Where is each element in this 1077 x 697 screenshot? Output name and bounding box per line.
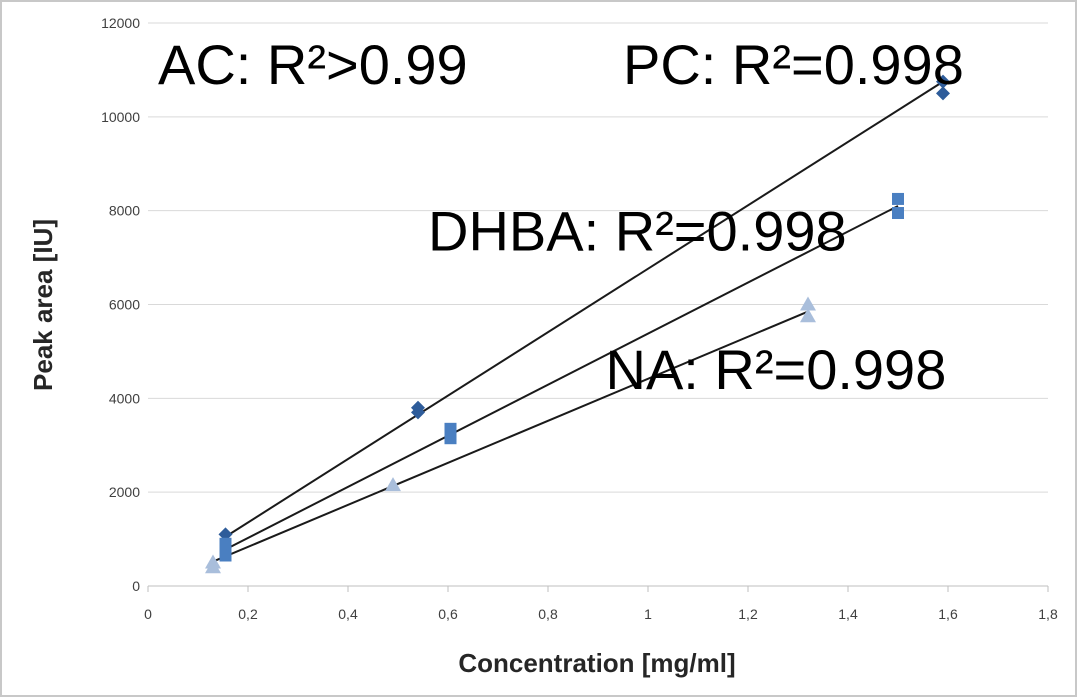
data-point-series-1 [411, 405, 425, 420]
grid-layer [148, 22, 1048, 493]
x-axis-title: Concentration [mg/ml] [458, 648, 735, 678]
data-point-series-3 [385, 477, 401, 492]
fit-lines [212, 80, 944, 563]
x-tick-label: 1,4 [838, 606, 858, 622]
annotations: AC: R²>0.99 PC: R²=0.998 DHBA: R²=0.998 NA:… [158, 33, 964, 401]
fit-line-3 [212, 310, 809, 563]
axis-layer: 0 2000 4000 6000 8000 10000 12000 0 0,2 0,4 0,6 0,8… [101, 15, 1058, 622]
data-point-series-2 [219, 549, 232, 562]
r-squared-annotation: DHBA: R²=0.998 [428, 200, 847, 263]
x-tick-label: 0,4 [338, 606, 358, 622]
x-tick-label: 1,2 [738, 606, 758, 622]
data-point-series-1 [936, 74, 950, 89]
data-point-series-3 [800, 308, 816, 323]
data-point-series-2 [892, 192, 904, 205]
data-point-series-3 [205, 559, 221, 574]
data-point-series-3 [800, 296, 816, 311]
y-tick-label: 8000 [109, 203, 140, 219]
x-tick-label: 0,8 [538, 606, 558, 622]
y-axis-title: Peak area [IU] [28, 219, 58, 391]
y-tick-label: 2000 [109, 484, 140, 500]
r-squared-annotation: NA: R²=0.998 [606, 338, 947, 401]
x-tick-label: 0 [144, 606, 152, 622]
y-tick-label: 12000 [101, 15, 140, 31]
y-tick-label: 10000 [101, 109, 140, 125]
y-tick-label: 6000 [109, 297, 140, 313]
y-tick-label: 0 [132, 578, 140, 594]
y-tick-label: 4000 [109, 390, 140, 406]
data-point-series-2 [444, 432, 457, 445]
data-point-series-1 [936, 86, 950, 101]
data-point-series-2 [892, 207, 904, 220]
data-point-series-2 [444, 422, 457, 435]
fit-line-1 [224, 80, 944, 538]
x-tick-label: 0,6 [438, 606, 458, 622]
fit-line-2 [225, 205, 899, 551]
x-tick-label: 1,8 [1038, 606, 1058, 622]
x-tick-label: 0,2 [238, 606, 258, 622]
data-point-series-2 [219, 537, 232, 550]
x-tick-label: 1,6 [938, 606, 958, 622]
r-squared-annotation: PC: R²=0.998 [623, 33, 964, 96]
r-squared-annotation: AC: R²>0.99 [158, 33, 468, 96]
data-points [205, 74, 950, 574]
x-tick-label: 1 [644, 606, 652, 622]
